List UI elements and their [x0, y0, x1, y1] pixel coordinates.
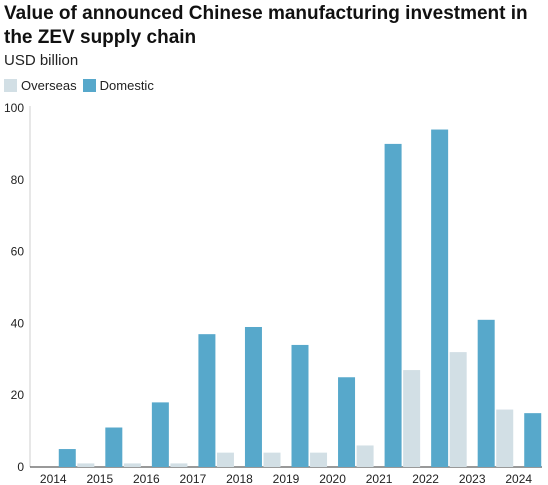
- chart-legend: Overseas Domestic: [4, 78, 160, 93]
- legend-item-overseas: Overseas: [4, 78, 77, 93]
- x-tick-label: 2023: [459, 472, 486, 485]
- x-tick-label: 2020: [319, 472, 346, 485]
- bar-domestic-2024: [524, 413, 542, 467]
- bar-domestic-2023: [477, 319, 495, 467]
- bar-domestic-2015: [105, 427, 123, 467]
- chart-subtitle: USD billion: [4, 52, 79, 69]
- legend-swatch-domestic: [82, 79, 96, 92]
- x-tick-label: 2018: [226, 472, 253, 485]
- x-tick-label: 2017: [180, 472, 207, 485]
- y-tick-label: 40: [11, 316, 25, 330]
- bar-domestic-2017: [198, 334, 216, 467]
- bar-overseas-2018: [216, 452, 234, 467]
- y-tick-label: 60: [11, 245, 25, 259]
- bar-overseas-2015: [77, 463, 95, 467]
- bar-domestic-2022: [431, 129, 449, 468]
- legend-label-domestic: Domestic: [99, 78, 154, 93]
- bar-domestic-2016: [151, 402, 169, 467]
- legend-label-overseas: Overseas: [21, 78, 77, 93]
- x-tick-label: 2014: [40, 472, 67, 485]
- x-tick-label: 2019: [273, 472, 300, 485]
- bar-domestic-2018: [244, 326, 262, 467]
- legend-swatch-overseas: [4, 79, 17, 92]
- y-tick-label: 100: [4, 101, 24, 115]
- x-tick-label: 2021: [366, 472, 393, 485]
- bar-overseas-2021: [356, 445, 374, 467]
- y-tick-label: 80: [11, 173, 25, 187]
- x-tick-label: 2024: [505, 472, 532, 485]
- bar-overseas-2017: [170, 463, 188, 467]
- y-tick-label: 0: [17, 460, 24, 474]
- bar-domestic-2021: [384, 143, 402, 467]
- bar-overseas-2019: [263, 452, 281, 467]
- x-tick-label: 2022: [412, 472, 439, 485]
- chart-title: Value of announced Chinese manufacturing…: [4, 3, 528, 48]
- bar-domestic-2020: [338, 377, 356, 467]
- bar-overseas-2022: [403, 370, 421, 467]
- bar-overseas-2024: [496, 409, 514, 467]
- legend-item-domestic: Domestic: [82, 78, 154, 93]
- bar-overseas-2020: [310, 452, 328, 467]
- x-tick-label: 2016: [133, 472, 160, 485]
- bar-domestic-2014: [58, 449, 76, 467]
- bar-overseas-2023: [449, 352, 467, 467]
- y-tick-label: 20: [11, 388, 25, 402]
- bar-domestic-2019: [291, 344, 309, 467]
- bar-overseas-2016: [123, 463, 141, 467]
- x-tick-label: 2015: [86, 472, 113, 485]
